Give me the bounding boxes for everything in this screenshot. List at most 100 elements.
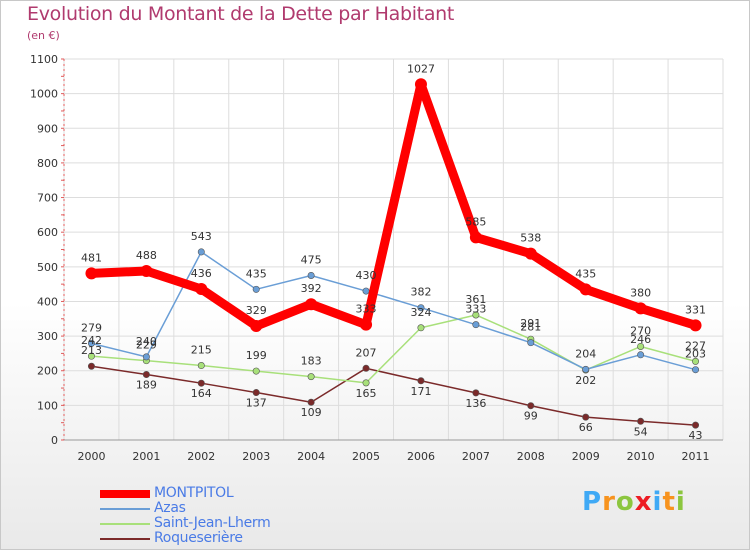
- data-point: [252, 367, 260, 375]
- logo-letter: i: [652, 487, 663, 517]
- x-tick-label: 2010: [627, 450, 655, 463]
- proxiti-logo: Proxiti: [582, 487, 686, 517]
- chart-title: Evolution du Montant de la Dette par Hab…: [27, 3, 455, 25]
- unit-label: (en €): [27, 29, 60, 42]
- data-point: [634, 302, 647, 315]
- data-point: [307, 271, 315, 279]
- data-point: [692, 357, 700, 365]
- data-label: 585: [465, 215, 486, 228]
- data-point: [637, 417, 645, 425]
- data-label: 475: [301, 253, 322, 266]
- data-label: 382: [410, 286, 431, 299]
- data-point: [582, 365, 590, 373]
- data-label: 361: [465, 293, 486, 306]
- legend: MONTPITOL Azas Saint-Jean-Lherm Roqueserièr…: [100, 485, 320, 546]
- legend-swatch: [100, 508, 150, 510]
- data-label: 171: [410, 385, 431, 398]
- data-point: [472, 311, 480, 319]
- data-point: [142, 371, 150, 379]
- data-label: 333: [356, 303, 377, 316]
- data-point: [362, 287, 370, 295]
- data-point: [140, 264, 153, 277]
- x-tick-label: 2001: [132, 450, 160, 463]
- data-label: 436: [191, 267, 212, 280]
- data-label: 488: [136, 249, 157, 262]
- data-label: 215: [191, 344, 212, 357]
- legend-label: Saint-Jean-Lherm: [154, 515, 271, 531]
- data-point: [417, 377, 425, 385]
- data-point: [307, 398, 315, 406]
- data-point: [472, 321, 480, 329]
- line-chart: 0 100 200 300 400 500 600 700 800 900 1000 1100 2000…: [30, 53, 724, 463]
- data-point: [197, 362, 205, 370]
- data-point: [582, 413, 590, 421]
- data-label: 203: [685, 348, 706, 361]
- y-tick-label: 100: [37, 399, 58, 412]
- x-tick-label: 2008: [517, 450, 545, 463]
- data-point: [417, 324, 425, 332]
- x-tick-label: 2005: [352, 450, 380, 463]
- logo-letter: o: [615, 487, 635, 517]
- legend-swatch: [100, 490, 150, 498]
- y-tick-label: 800: [37, 157, 58, 170]
- data-point: [252, 285, 260, 293]
- data-label: 331: [685, 303, 706, 316]
- data-label: 435: [246, 267, 267, 280]
- data-point: [362, 379, 370, 387]
- x-tick-label: 2009: [572, 450, 600, 463]
- data-point: [197, 379, 205, 387]
- data-label: 43: [689, 429, 703, 442]
- y-tick-label: 700: [37, 192, 58, 205]
- data-label: 204: [575, 347, 596, 360]
- data-point: [524, 247, 537, 260]
- data-point: [637, 351, 645, 359]
- legend-item: Azas: [100, 500, 320, 516]
- data-label: 202: [575, 374, 596, 387]
- data-label: 213: [81, 344, 102, 357]
- logo-letter: x: [634, 487, 653, 517]
- legend-label: Azas: [154, 500, 186, 516]
- legend-label: MONTPITOL: [154, 485, 234, 501]
- logo-letter: r: [602, 487, 616, 517]
- x-tick-label: 2004: [297, 450, 325, 463]
- data-point: [252, 389, 260, 397]
- data-label: 270: [630, 324, 651, 337]
- logo-letter: t: [662, 487, 676, 517]
- data-label: 199: [246, 349, 267, 362]
- data-label: 183: [301, 355, 322, 368]
- y-tick-label: 200: [37, 365, 58, 378]
- data-point: [87, 339, 95, 347]
- data-label: 279: [81, 321, 102, 334]
- y-tick-label: 900: [37, 122, 58, 135]
- data-label: 229: [136, 339, 157, 352]
- data-label: 137: [246, 397, 267, 410]
- legend-swatch: [100, 523, 150, 525]
- data-point: [87, 362, 95, 370]
- data-point: [142, 353, 150, 361]
- legend-label: Roqueserière: [154, 530, 243, 546]
- data-label: 227: [685, 339, 706, 352]
- data-label: 165: [356, 387, 377, 400]
- data-label: 324: [410, 306, 431, 319]
- logo-letter: P: [582, 487, 603, 517]
- x-tick-label: 2003: [242, 450, 270, 463]
- data-label: 242: [81, 334, 102, 347]
- data-point: [362, 364, 370, 372]
- data-label: 164: [191, 387, 212, 400]
- legend-swatch: [100, 538, 150, 540]
- data-point: [417, 304, 425, 312]
- data-point: [197, 248, 205, 256]
- data-point: [689, 319, 702, 332]
- data-label: 380: [630, 286, 651, 299]
- data-point: [692, 366, 700, 374]
- data-point: [637, 342, 645, 350]
- y-tick-label: 300: [37, 330, 58, 343]
- data-label: 240: [136, 335, 157, 348]
- y-tick-label: 500: [37, 261, 58, 274]
- data-point: [307, 373, 315, 381]
- data-point: [250, 320, 263, 333]
- series-line-0: [86, 79, 701, 331]
- legend-item: Saint-Jean-Lherm: [100, 515, 320, 531]
- data-label: 392: [301, 282, 322, 295]
- data-label: 136: [465, 397, 486, 410]
